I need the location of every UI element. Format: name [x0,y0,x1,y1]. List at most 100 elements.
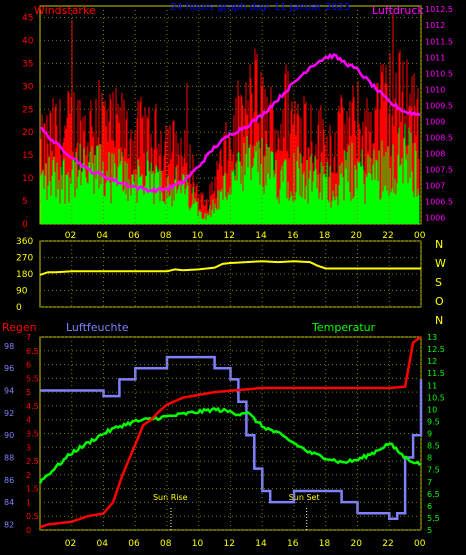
time-tick-label: 04 [97,539,109,549]
time-tick-label: 12 [224,539,235,549]
time-tick-label: 18 [319,539,331,549]
time-tick-label: 04 [97,231,109,241]
temperature-tick-label: 6 [427,502,432,511]
temperature-tick-label: 12.5 [427,345,445,354]
rain-tick-label: 6.5 [26,347,39,356]
time-tick-label: 10 [192,539,204,549]
time-tick-label: 00 [414,539,426,549]
wind-tick-label: 15 [22,151,33,161]
climate-panel: Regen Luftfeuchte Temperatur Sun Rise Sun… [2,321,445,549]
rain-tick-label: 7 [26,333,31,342]
compass-label: O [435,295,444,308]
wind-tick-label: 45 [22,13,33,23]
direction-tick-label: 270 [16,254,33,264]
time-tick-label: 20 [351,539,363,549]
rain-tick-label: 1 [26,498,31,507]
pressure-right-ticks: 1006 1006.5 1007 1007.5 1008 1008.5 1009 1009.5… [425,5,453,222]
compass-label: S [435,276,442,289]
wind-tick-label: 35 [22,59,33,69]
rain-tick-label: 5.5 [26,374,39,383]
rain-tick-label: 0.5 [26,512,39,521]
sun-annotation: Sun Set [289,493,320,502]
humidity-tick-label: 86 [4,476,14,485]
temperature-tick-label: 10.5 [427,393,445,402]
time-tick-label: 22 [382,539,393,549]
compass-label: N [435,238,443,251]
pressure-tick-label: 1009.5 [425,101,453,110]
temperature-tick-label: 9.5 [427,417,440,426]
rain-tick-label: 3.5 [26,430,39,439]
temperature-tick-label: 8 [427,454,432,463]
pressure-tick-label: 1006.5 [425,198,453,207]
pressure-tick-label: 1007 [425,182,445,191]
rain-tick-label: 0 [26,526,31,535]
wind-time-ticks: 02 04 06 08 10 12 14 16 18 20 22 00 [65,6,426,241]
time-tick-label: 08 [160,539,172,549]
humidity-tick-label: 90 [4,431,14,440]
time-tick-label: 08 [160,231,172,241]
time-tick-label: 22 [382,231,393,241]
direction-line [39,260,421,276]
wind-tick-label: 5 [22,197,28,207]
pressure-right-label: Luftdruck [372,4,424,17]
time-tick-label: 00 [414,231,426,241]
wind-tick-label: 20 [22,128,34,138]
time-tick-label: 14 [255,539,267,549]
rain-tick-label: 2 [26,471,31,480]
wind-bars [40,123,420,224]
wind-left-ticks: 0 5 10 15 20 25 30 35 40 45 [22,13,34,230]
rain-tick-label: 2.5 [26,457,39,466]
temperature-tick-label: 10 [427,405,437,414]
rain-tick-label: 6 [26,361,31,370]
wind-tick-label: 10 [22,174,34,184]
pressure-tick-label: 1008.5 [425,133,453,142]
rain-ticks: 0 0.5 1 1.5 2 2.5 3 3.5 4 4.5 5 5.5 6 6.5 7 [26,333,39,535]
wind-left-label: Windstärke [34,4,96,17]
direction-tick-label: 0 [16,303,22,313]
rain-tick-label: 3 [26,443,31,452]
time-tick-label: 12 [224,231,235,241]
pressure-tick-label: 1010 [425,85,445,94]
direction-tick-label: 90 [16,287,28,297]
climate-time-ticks: 02 04 06 08 10 12 14 16 18 20 22 00 [65,337,426,549]
pressure-tick-label: 1007.5 [425,166,453,175]
time-tick-label: 02 [65,539,76,549]
time-tick-label: 16 [287,539,299,549]
compass-label: N [435,314,443,327]
temperature-tick-label: 11 [427,381,437,390]
rain-label: Regen [2,321,37,334]
rain-tick-label: 4 [26,416,31,425]
humidity-ticks: 82 84 86 88 90 92 94 96 98 [4,342,14,529]
temperature-tick-label: 8.5 [427,442,440,451]
rain-tick-label: 1.5 [26,485,39,494]
time-tick-label: 18 [319,231,331,241]
pressure-tick-label: 1009 [425,117,445,126]
pressure-tick-label: 1012 [425,21,445,30]
wind-tick-label: 25 [22,105,33,115]
humidity-tick-label: 94 [4,387,14,396]
pressure-tick-label: 1011.5 [425,37,453,46]
time-tick-label: 16 [287,231,299,241]
direction-grid [40,240,422,308]
chart-title: 24 hours graph day: 11 Januar 2023 [170,2,350,13]
temperature-tick-label: 5.5 [427,514,440,523]
direction-left-ticks: 0 90 180 270 360 [16,237,33,313]
wind-tick-label: 30 [22,82,34,92]
temperature-tick-label: 7.5 [427,466,440,475]
pressure-tick-label: 1008 [425,149,445,158]
pressure-tick-label: 1012.5 [425,5,453,14]
humidity-tick-label: 84 [4,498,14,507]
temperature-tick-label: 9 [427,430,432,439]
time-tick-label: 06 [128,231,140,241]
wind-tick-label: 40 [22,36,34,46]
humidity-tick-label: 96 [4,364,14,373]
temperature-tick-label: 5 [427,526,432,535]
time-tick-label: 14 [255,231,267,241]
rain-tick-label: 4.5 [26,402,39,411]
temperature-label: Temperatur [311,321,376,334]
wind-pressure-panel: Windstärke 24 hours graph day: 11 Januar… [22,2,453,241]
humidity-label: Luftfeuchte [66,321,129,334]
